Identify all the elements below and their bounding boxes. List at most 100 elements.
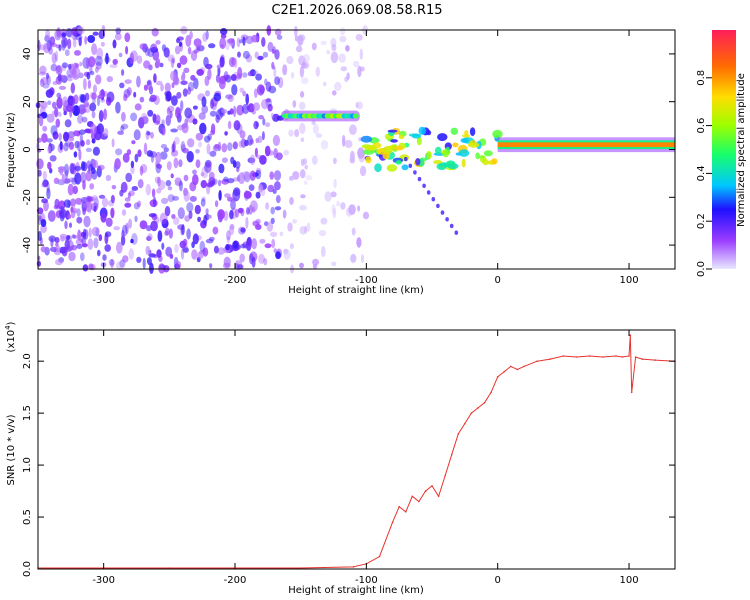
heatmap-cell bbox=[304, 164, 309, 170]
heatmap-cell bbox=[433, 160, 443, 165]
snr-point bbox=[352, 566, 355, 568]
heatmap-cell bbox=[93, 237, 99, 249]
heatmap-cell bbox=[78, 149, 82, 161]
heatmap-cell bbox=[110, 258, 114, 269]
heatmap-cell bbox=[236, 73, 243, 80]
snr-point bbox=[629, 334, 632, 337]
heatmap-cell bbox=[121, 229, 125, 240]
heatmap-cell bbox=[165, 227, 170, 236]
heatmap-cell bbox=[171, 58, 176, 64]
heatmap-cell bbox=[172, 195, 180, 201]
heatmap-cell bbox=[208, 43, 216, 49]
heatmap-cell bbox=[40, 219, 47, 227]
heatmap-cell bbox=[165, 180, 172, 187]
heatmap-cell bbox=[301, 61, 310, 69]
snr-frame bbox=[37, 329, 676, 570]
heatmap-cell bbox=[326, 50, 331, 55]
heatmap-cell bbox=[189, 30, 193, 40]
heatmap-cell bbox=[261, 99, 269, 110]
heatmap-cell bbox=[174, 243, 179, 253]
heatmap-cell bbox=[416, 136, 422, 146]
snr-y-tick-label: 2.0 bbox=[22, 353, 33, 369]
snr-x-tick-label: -300 bbox=[92, 575, 115, 586]
heatmap-cell bbox=[147, 109, 154, 117]
heatmap-cell bbox=[49, 42, 58, 48]
heatmap-cell bbox=[72, 207, 78, 214]
heatmap-cell bbox=[69, 162, 75, 175]
heatmap-cell bbox=[212, 226, 219, 235]
heatmap-cell bbox=[355, 33, 363, 41]
heatmap-cell bbox=[80, 94, 87, 103]
heatmap-cell bbox=[50, 63, 58, 72]
heatmap-cell bbox=[86, 160, 91, 170]
heatmap-cell bbox=[320, 217, 328, 225]
spectrogram-y-tick-label: -40 bbox=[22, 237, 33, 253]
heatmap-cell bbox=[253, 88, 258, 98]
snr-y-label: SNR (10 * v/v) bbox=[6, 414, 17, 485]
heatmap-cell bbox=[227, 120, 232, 130]
heatmap-cell bbox=[97, 249, 101, 257]
heatmap-cell bbox=[458, 149, 470, 157]
heatmap-cell bbox=[48, 46, 53, 55]
snr-point bbox=[641, 358, 643, 360]
heatmap-cell bbox=[199, 240, 206, 253]
spectrogram-y-tick-label: -20 bbox=[22, 189, 33, 205]
heatmap-cell bbox=[340, 202, 346, 210]
heatmap-region-sparse-noise bbox=[279, 25, 370, 274]
snr-multiplier-label: (x104) bbox=[4, 321, 17, 352]
heatmap-cell bbox=[42, 170, 47, 181]
heatmap-cell bbox=[210, 129, 216, 136]
heatmap-cell bbox=[91, 226, 100, 237]
heatmap-cell bbox=[65, 235, 71, 241]
heatmap-cell bbox=[137, 149, 142, 158]
heatmap-cell bbox=[482, 159, 489, 166]
heatmap-cell bbox=[82, 228, 87, 240]
heatmap-cell bbox=[64, 169, 69, 180]
heatmap-cell bbox=[276, 152, 283, 161]
snr-point bbox=[483, 401, 486, 404]
heatmap-cell bbox=[282, 209, 287, 219]
snr-y-tick-label: 1.5 bbox=[22, 405, 33, 421]
heatmap-cell bbox=[192, 174, 199, 186]
heatmap-cell bbox=[84, 128, 92, 134]
heatmap-cell bbox=[84, 92, 90, 101]
heatmap-cell bbox=[186, 228, 191, 240]
heatmap-cell bbox=[258, 253, 265, 264]
heatmap-cell bbox=[437, 133, 448, 142]
snr-point bbox=[431, 485, 433, 487]
heatmap-cell bbox=[121, 111, 126, 122]
heatmap-cell bbox=[243, 190, 252, 199]
heatmap-cell bbox=[143, 60, 151, 69]
snr-point bbox=[411, 495, 414, 498]
heatmap-cell bbox=[247, 134, 253, 146]
heatmap-cell bbox=[342, 134, 346, 147]
heatmap-cell bbox=[49, 155, 57, 162]
heatmap-cell bbox=[204, 135, 211, 143]
heatmap-cell bbox=[230, 156, 235, 165]
heatmap-cell bbox=[331, 204, 336, 215]
heatmap-cell bbox=[174, 136, 180, 145]
heatmap-cell bbox=[83, 215, 91, 228]
heatmap-cell bbox=[139, 96, 145, 103]
heatmap-cell bbox=[146, 80, 152, 86]
heatmap-cell bbox=[104, 231, 112, 238]
heatmap-cell bbox=[71, 27, 78, 36]
heatmap-cell bbox=[105, 52, 109, 65]
heatmap-cell bbox=[340, 66, 348, 72]
spectrogram-x-tick-label: -300 bbox=[92, 275, 115, 286]
colorbar-tick-label: 0.8 bbox=[696, 70, 707, 86]
heatmap-cell bbox=[237, 207, 244, 214]
heatmap-cell bbox=[194, 204, 201, 215]
heatmap-cell bbox=[51, 110, 59, 116]
heatmap-cell bbox=[88, 56, 96, 68]
colorbar-tick-label: 0.0 bbox=[696, 261, 707, 277]
heatmap-cell bbox=[81, 116, 88, 123]
heatmap-cell bbox=[247, 157, 256, 164]
heatmap-cell bbox=[110, 194, 115, 204]
heatmap-cell bbox=[300, 158, 305, 167]
heatmap-cell bbox=[155, 80, 163, 86]
heatmap-cell bbox=[245, 54, 253, 63]
heatmap-cell bbox=[42, 179, 49, 188]
heatmap-cell bbox=[311, 42, 317, 51]
heatmap-cell bbox=[195, 149, 200, 154]
